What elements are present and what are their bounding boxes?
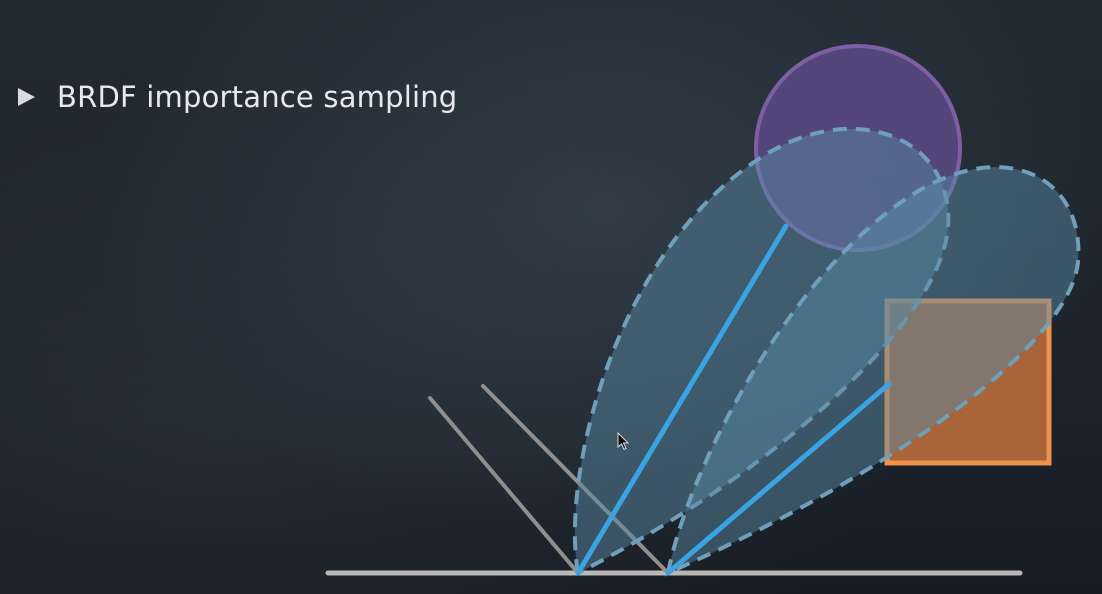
brdf-lobe-2 [665, 165, 1081, 577]
square-light-source [884, 298, 1052, 466]
sample-ray-1 [575, 223, 789, 576]
bullet-text: BRDF importance sampling [57, 80, 458, 114]
reflection-line-1 [428, 396, 580, 575]
bullet-item: BRDF importance sampling [18, 80, 457, 114]
circular-light-source [754, 44, 962, 252]
brdf-lobe-1 [572, 127, 951, 577]
triangle-bullet-icon [18, 88, 35, 106]
sample-ray-2 [665, 381, 892, 576]
cursor-icon [617, 431, 630, 451]
